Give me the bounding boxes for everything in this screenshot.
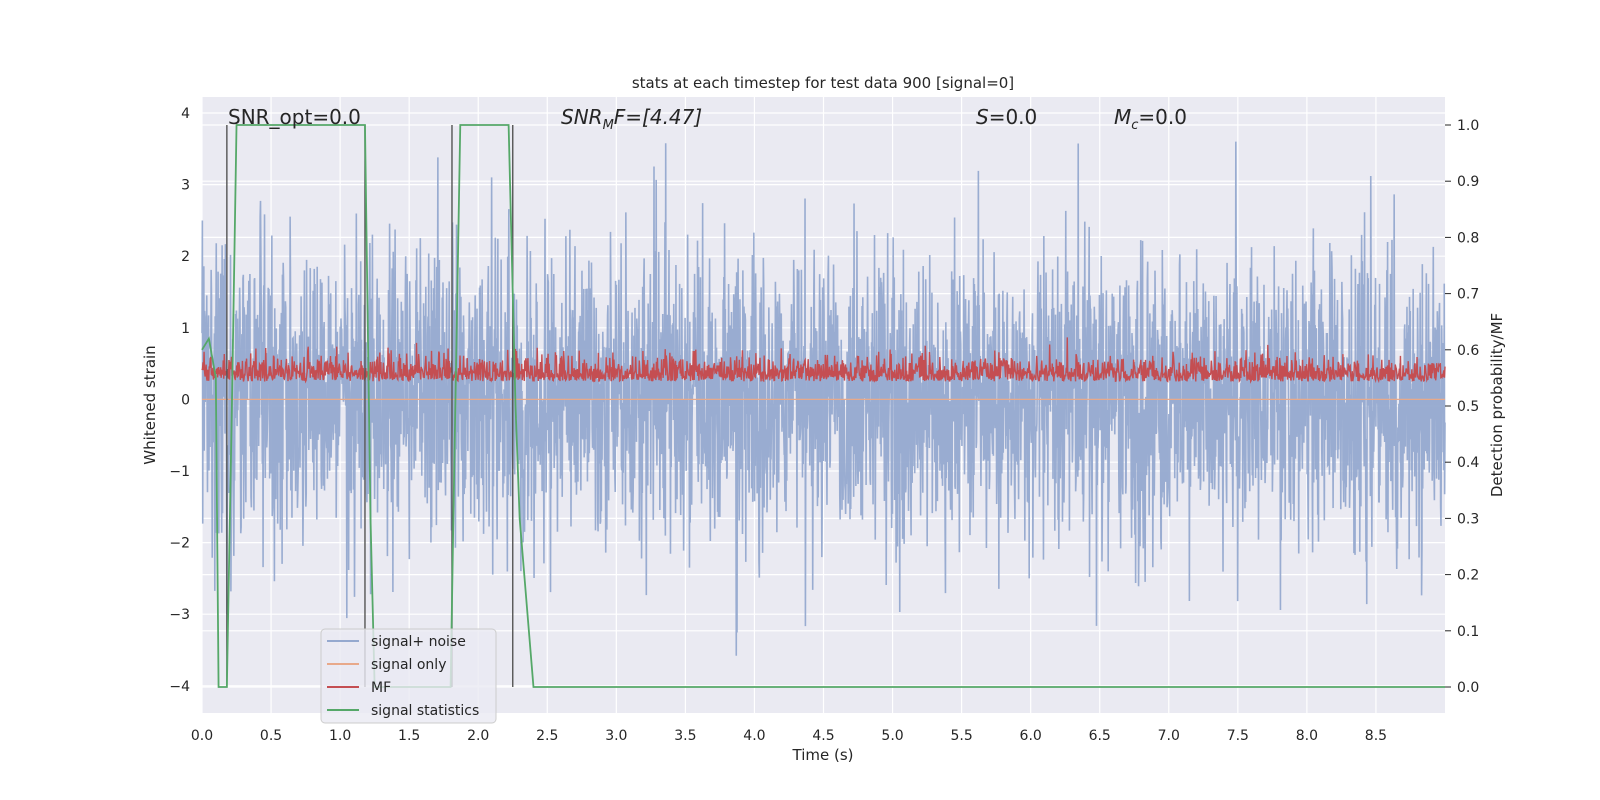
signal-statistics-series [201, 124, 1445, 688]
x-tick-label: 6.5 [1089, 728, 1111, 744]
x-tick-label: 0.0 [191, 728, 213, 744]
x-tick-label: 0.5 [260, 728, 282, 744]
x-tick-label: 3.5 [674, 728, 696, 744]
y-right-tick-label: 0.8 [1457, 230, 1479, 246]
y-right-tick-label: 0.5 [1457, 399, 1479, 415]
annotation-snr-mf-rest: F=[4.47] [614, 105, 702, 129]
annotation-s-main: S [976, 105, 989, 129]
y-left-tick-label: 2 [181, 249, 190, 265]
annotation-snr-opt: SNR_opt=0.0 [228, 105, 361, 129]
annotation-s-rest: =0.0 [989, 105, 1038, 129]
x-tick-label: 3.0 [605, 728, 627, 744]
y-right-tick-label: 0.9 [1457, 174, 1479, 190]
mf-line [201, 337, 1446, 384]
x-tick-label: 4.0 [743, 728, 765, 744]
x-axis-label: Time (s) [792, 746, 854, 764]
legend-label-noise: signal+ noise [371, 634, 466, 650]
mf-series [201, 337, 1446, 384]
x-tick-label: 1.5 [398, 728, 420, 744]
annotation-s: S=0.0 [976, 105, 1037, 129]
y-left-tick-label: 1 [181, 321, 190, 337]
x-tick-label: 7.5 [1227, 728, 1249, 744]
legend: signal+ noise signal only MF signal stat… [320, 628, 497, 724]
x-tick-label: 8.5 [1365, 728, 1387, 744]
annotation-mc-main: M [1114, 105, 1131, 129]
y-left-axis-ticks: 4 3 2 1 0 −1 −2 −3 −4 [169, 106, 190, 695]
y-left-tick-label: −4 [169, 679, 190, 695]
x-axis-ticks: 0.0 0.5 1.0 1.5 2.0 2.5 3.0 3.5 4.0 4.5 5.0 5.5 6.0 6… [191, 728, 1387, 744]
y-right-tick-label: 1.0 [1457, 118, 1479, 134]
y-left-tick-label: −1 [169, 464, 190, 480]
y-right-tick-label: 0.1 [1457, 624, 1479, 640]
x-tick-label: 4.5 [812, 728, 834, 744]
legend-label-signal-only: signal only [371, 657, 446, 673]
y-left-tick-label: 4 [181, 106, 190, 122]
annotation-snr-mf-sub: M [603, 118, 614, 133]
y-left-tick-label: −2 [169, 536, 190, 552]
chart-title: stats at each timestep for test data 900… [632, 74, 1014, 92]
x-tick-label: 2.0 [467, 728, 489, 744]
x-tick-label: 7.0 [1158, 728, 1180, 744]
x-tick-label: 1.0 [329, 728, 351, 744]
annotation-mc: Mc=0.0 [1114, 105, 1187, 133]
annotation-snr-mf: SNRMF=[4.47] [561, 105, 702, 133]
signal-statistics-line [201, 124, 1445, 688]
x-tick-label: 5.5 [950, 728, 972, 744]
x-tick-label: 6.0 [1020, 728, 1042, 744]
y-right-tick-label: 0.0 [1457, 680, 1479, 696]
y-left-tick-label: 0 [181, 392, 190, 408]
y-right-tick-label: 0.2 [1457, 568, 1479, 584]
annotation-mc-sub: c [1131, 118, 1138, 133]
y-left-tick-label: −3 [169, 607, 190, 623]
y-left-axis-label: Whitened strain [141, 345, 159, 464]
y-right-tick-label: 0.4 [1457, 455, 1479, 471]
annotation-snr-mf-main: SNR [561, 105, 603, 129]
legend-label-mf: MF [371, 680, 391, 696]
y-right-axis-ticks: 1.0 0.9 0.8 0.7 0.6 0.5 0.4 0.3 0.2 0.1 0.0 [1445, 118, 1479, 696]
x-tick-label: 8.0 [1296, 728, 1318, 744]
y-left-tick-label: 3 [181, 178, 190, 194]
annotation-mc-rest: =0.0 [1138, 105, 1187, 129]
x-tick-label: 2.5 [536, 728, 558, 744]
x-tick-label: 5.0 [881, 728, 903, 744]
legend-box [320, 628, 497, 724]
y-right-axis-label: Detection probability/MF [1488, 313, 1506, 497]
y-right-tick-label: 0.7 [1457, 287, 1479, 303]
legend-label-signal-statistics: signal statistics [371, 703, 479, 719]
y-right-tick-label: 0.3 [1457, 511, 1479, 527]
y-right-tick-label: 0.6 [1457, 343, 1479, 359]
